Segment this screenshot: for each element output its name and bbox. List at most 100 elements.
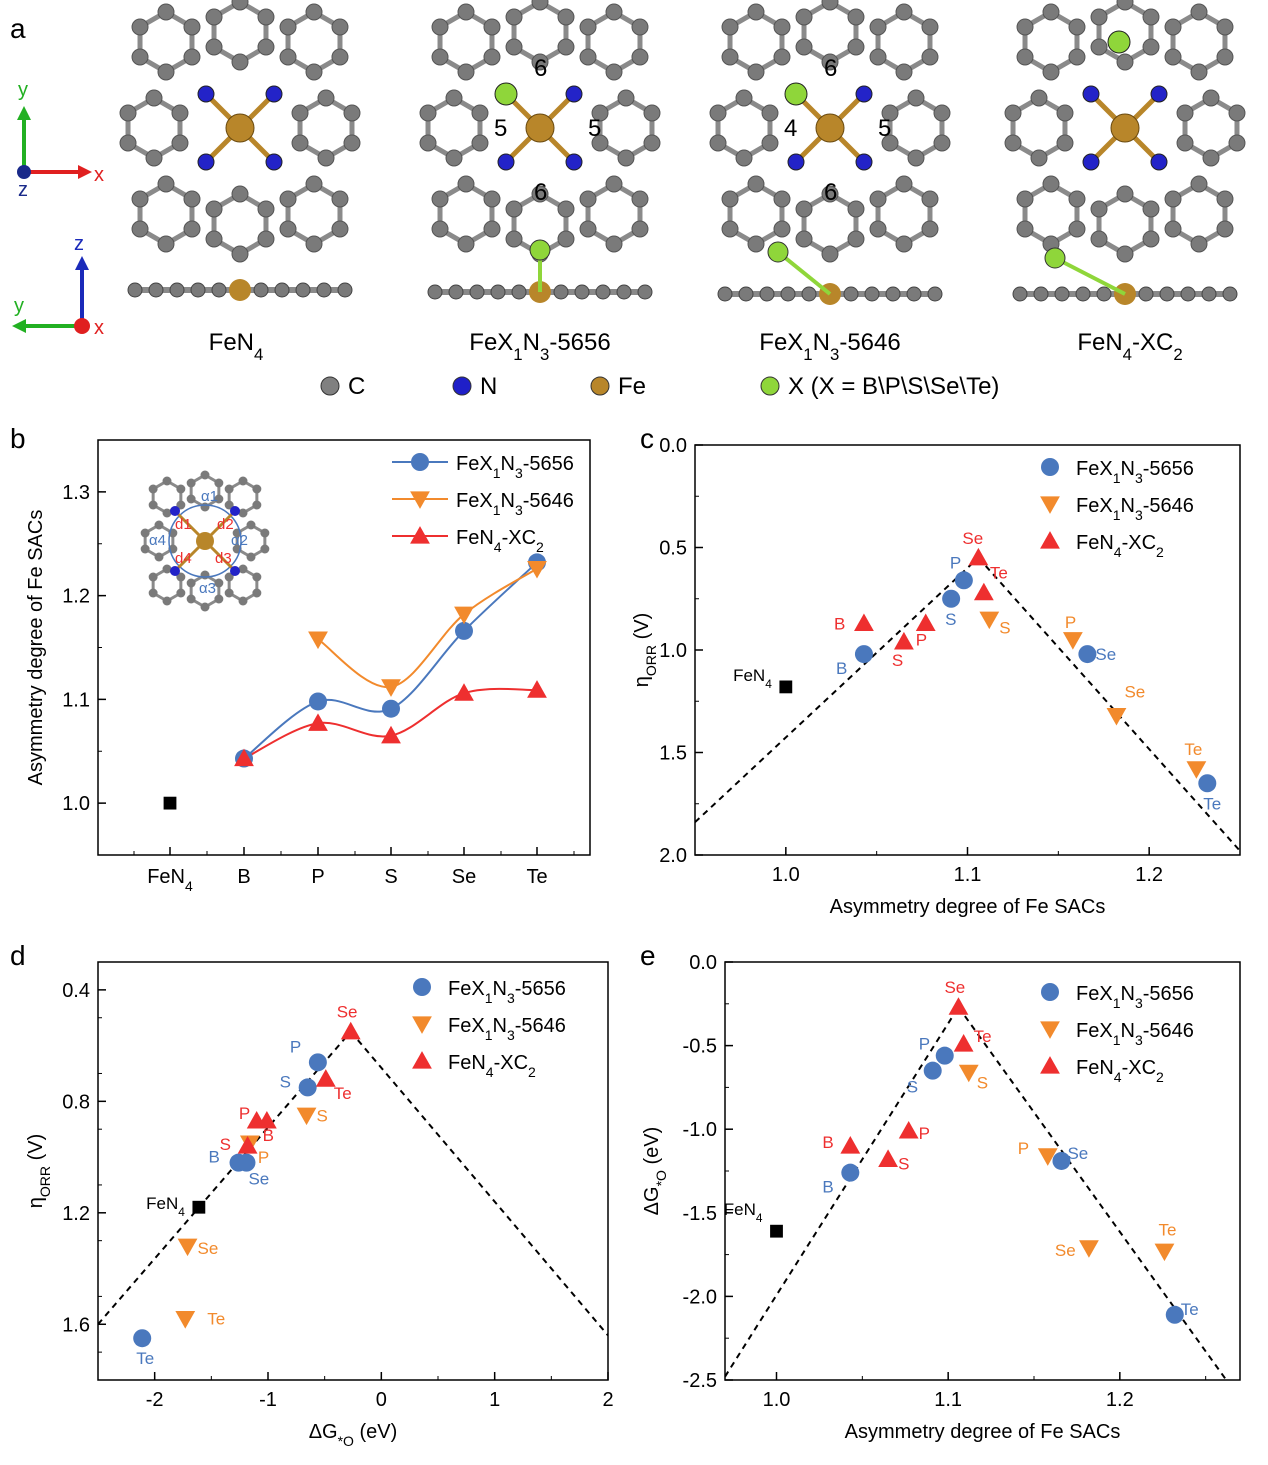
carbon-atom <box>557 8 575 26</box>
x-axis-title-part: (eV) <box>354 1421 397 1443</box>
bond-ring <box>297 95 355 161</box>
data-point <box>915 613 936 631</box>
ring-size-label: 6 <box>534 179 547 206</box>
data-point <box>133 1329 152 1348</box>
carbon-atom <box>795 200 813 218</box>
x-axis-title: ΔG*O (eV) <box>309 1421 398 1449</box>
nitrogen-atom <box>1082 85 1100 103</box>
data-point <box>1198 774 1217 793</box>
data-point <box>841 1163 860 1182</box>
x-tick-label: -1 <box>259 1389 277 1411</box>
carbon-atom <box>176 500 186 510</box>
ring-size-label: 6 <box>824 179 837 206</box>
carbon-atom <box>457 175 475 193</box>
reference-label-part: FeN <box>146 1194 178 1213</box>
data-point <box>878 1149 898 1167</box>
carbon-atom <box>821 53 839 71</box>
carbon-atom <box>1004 104 1022 122</box>
bond-ring <box>1096 0 1154 65</box>
legend-label-part: 3 <box>507 990 515 1006</box>
z-axis-dot <box>17 165 31 179</box>
data-point <box>527 680 547 698</box>
data-point-label: B <box>836 659 847 678</box>
carbon-atom <box>795 38 813 56</box>
carbon-atom <box>1033 286 1049 302</box>
carbon-atom <box>579 18 597 36</box>
y-tick-label: -2.0 <box>683 1286 717 1308</box>
carbon-atom <box>1164 18 1182 36</box>
carbon-atom <box>148 588 158 598</box>
bond-ring <box>597 95 655 161</box>
carbon-atom <box>157 235 175 253</box>
nitrogen-atom <box>855 153 873 171</box>
carbon-atom <box>1054 286 1070 302</box>
series-line <box>317 567 538 688</box>
data-point <box>382 699 400 718</box>
carbon-atom <box>445 149 463 167</box>
y-axis-title-part: ORR <box>643 645 659 676</box>
data-point-label: Te <box>1158 1220 1176 1239</box>
x-tick-label: 1.2 <box>1106 1389 1134 1411</box>
structure-side-3 <box>1012 247 1238 305</box>
carbon-atom <box>717 286 733 302</box>
carbon-atom <box>145 89 163 107</box>
bond-ring <box>1182 95 1240 161</box>
carbon-atom <box>231 53 249 71</box>
structure-side-1 <box>427 239 653 303</box>
data-point <box>381 725 401 744</box>
carbon-atom <box>257 230 275 248</box>
data-point-label: Te <box>334 1084 352 1103</box>
x-axis-dot <box>74 318 90 334</box>
alpha-label: α3 <box>199 580 216 597</box>
carbon-atom <box>162 508 172 518</box>
panel-letter-a: a <box>10 13 26 44</box>
data-point-label: Se <box>962 529 983 548</box>
carbon-atom <box>869 18 887 36</box>
nitrogen-atom <box>265 85 283 103</box>
x-axis-label: x <box>94 164 104 186</box>
carbon-atom <box>131 48 149 66</box>
data-point <box>923 1061 942 1080</box>
legend-label-part: 3 <box>1135 995 1143 1011</box>
carbon-atom <box>1116 185 1134 203</box>
carbon-atom <box>1216 220 1234 238</box>
carbon-atom <box>471 104 489 122</box>
carbon-atom <box>257 200 275 218</box>
data-point <box>1037 1148 1058 1166</box>
distance-label: d3 <box>215 550 232 567</box>
carbon-atom <box>579 190 597 208</box>
nitrogen-atom <box>230 566 240 576</box>
carbon-atom <box>1164 220 1182 238</box>
carbon-atom <box>591 134 609 152</box>
legend-label-part: 1 <box>485 990 493 1006</box>
data-point <box>234 748 254 767</box>
carbon-atom <box>1116 245 1134 263</box>
x-tick-label: Te <box>526 866 547 888</box>
carbon-atom <box>801 286 817 302</box>
iron-atom <box>196 532 214 550</box>
x-tick-label: 1.1 <box>954 864 982 886</box>
carbon-atom <box>224 484 234 494</box>
carbon-atom <box>211 282 227 298</box>
legend-label-part: FeX <box>448 978 485 1000</box>
legend-marker <box>1041 458 1059 476</box>
data-point <box>948 997 969 1015</box>
reference-label-part: 4 <box>178 1205 185 1219</box>
legend-label-part: 2 <box>1156 544 1164 560</box>
data-point-label: Se <box>337 1003 358 1022</box>
y-tick-label: 1.5 <box>659 743 687 765</box>
carbon-atom <box>252 500 262 510</box>
carbon-atom <box>205 230 223 248</box>
legend-label: FeX1N3-5656 <box>1076 983 1194 1011</box>
data-point <box>958 1064 979 1083</box>
carbon-atom <box>176 572 186 582</box>
carbon-atom <box>773 48 791 66</box>
legend-label-part: N <box>492 1015 506 1037</box>
nitrogen-atom <box>855 85 873 103</box>
x-arrowhead <box>78 165 92 179</box>
carbon-atom <box>1216 18 1234 36</box>
y-tick-label: -0.5 <box>683 1036 717 1058</box>
legend-label-part: N <box>500 490 514 512</box>
y-axis-label: y <box>18 79 28 101</box>
series-line <box>243 687 538 760</box>
